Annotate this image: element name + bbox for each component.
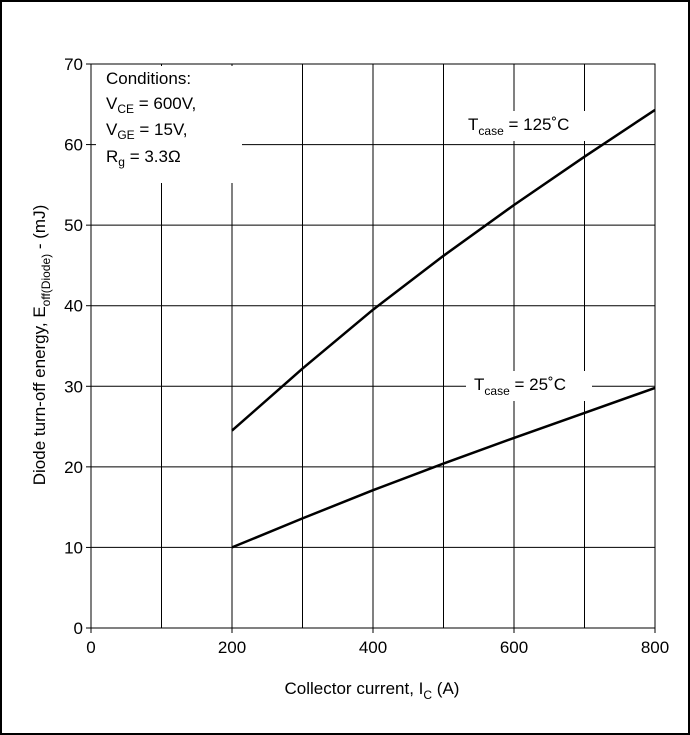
y-axis-label: Diode turn-off energy, Eoff(Diode) - (mJ…	[30, 205, 53, 486]
y-tick-label: 40	[64, 297, 83, 316]
conditions-note: Conditions: VCE = 600V, VGE = 15V, Rg = …	[106, 69, 196, 169]
x-tick-label: 0	[86, 638, 95, 657]
series	[231, 108, 656, 549]
y-tick-label: 50	[64, 216, 83, 235]
condition-rg: Rg = 3.3Ω	[106, 147, 181, 169]
y-tick-label: 60	[64, 136, 83, 155]
x-tick-label: 800	[641, 638, 669, 657]
x-tick-label: 200	[218, 638, 246, 657]
series-label-mask	[460, 111, 620, 141]
y-tick-label: 0	[74, 619, 83, 638]
conditions-mask	[96, 66, 242, 183]
y-tick-label: 20	[64, 458, 83, 477]
conditions-title: Conditions:	[106, 69, 191, 88]
series-line-0	[231, 108, 656, 432]
y-tick-label: 70	[64, 55, 83, 74]
series-line-1	[231, 386, 656, 549]
condition-vge: VGE = 15V,	[106, 120, 187, 142]
x-tick-label: 400	[359, 638, 387, 657]
condition-vce: VCE = 600V,	[106, 94, 196, 116]
y-tick-label: 30	[64, 377, 83, 396]
x-axis-label: Collector current, IC (A)	[285, 679, 460, 702]
label-masks	[96, 66, 620, 401]
series-label-25c: Tcase = 25˚C	[474, 375, 566, 398]
x-tick-label: 600	[500, 638, 528, 657]
y-tick-label: 10	[64, 538, 83, 557]
series-label-125c: Tcase = 125˚C	[468, 115, 569, 138]
ticks: 0 200 400 600 800 0 10 20 30 40 50 60 70	[64, 55, 669, 657]
series-label-mask	[466, 371, 592, 401]
